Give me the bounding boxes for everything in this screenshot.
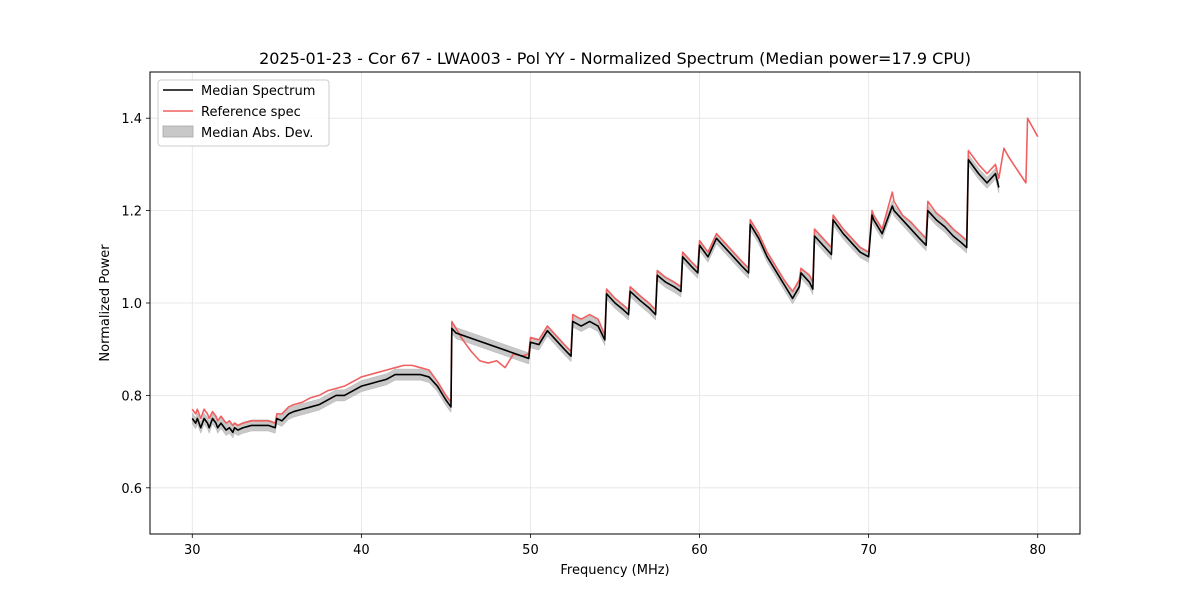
legend-mad-patch-swatch: [162, 125, 194, 138]
series-layer: [191, 117, 1039, 434]
legend-median-label: Median Spectrum: [201, 84, 315, 99]
reference-spec-line: [191, 117, 1039, 427]
x-axis-label: Frequency (MHz): [560, 563, 669, 578]
y-tick-label: 1.2: [121, 205, 142, 220]
mad-band-layer: [192, 153, 1000, 439]
y-tick-label: 1.4: [121, 112, 142, 127]
legend-mad-label: Median Abs. Dev.: [201, 126, 313, 141]
y-axis-label: Normalized Power: [98, 244, 113, 362]
x-tick-label: 50: [522, 543, 539, 558]
chart-title: 2025-01-23 - Cor 67 - LWA003 - Pol YY - …: [259, 49, 971, 68]
x-tick-label: 30: [184, 543, 201, 558]
legend: Median Spectrum Reference spec Median Ab…: [157, 79, 330, 147]
median-spectrum-line: [191, 158, 1000, 434]
x-tick-label: 70: [860, 543, 877, 558]
mad-band: [192, 153, 1000, 439]
y-tick-label: 1.0: [121, 297, 142, 312]
y-tick-label: 0.6: [121, 482, 142, 497]
x-tick-label: 80: [1029, 543, 1046, 558]
tick-layer: 30 40 50 60 70 80 0.6 0.8 1.0 1.2 1.4: [121, 112, 1046, 558]
y-tick-label: 0.8: [121, 389, 142, 404]
x-tick-label: 40: [353, 543, 370, 558]
x-tick-label: 60: [691, 543, 708, 558]
legend-box: [157, 79, 330, 147]
grid: [150, 72, 1080, 534]
legend-reference-label: Reference spec: [201, 105, 301, 120]
